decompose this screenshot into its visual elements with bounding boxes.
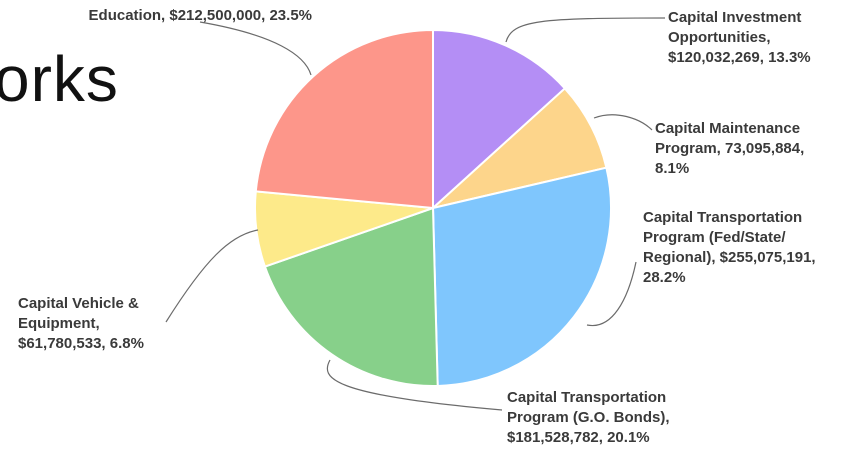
slice-label-1: Capital Investment Opportunities, $120,032… [668, 9, 811, 66]
slice-label-line: $181,528,782, 20.1% [507, 429, 650, 446]
slice-label-line: $61,780,533, 6.8% [18, 335, 144, 352]
slice-label-line: Education, $212,500,000, 23.5% [89, 7, 312, 24]
slice-label-line: Capital Investment [668, 9, 801, 26]
slice-label-line: Capital Transportation [507, 389, 666, 406]
slide-title-fragment: orks [0, 43, 119, 115]
slice-label-6: Education, $212,500,000, 23.5% [89, 7, 312, 24]
pie-slice-2 [429, 87, 608, 210]
pie-slice-1 [432, 28, 567, 211]
leader-line-3 [586, 261, 637, 327]
slice-label-line: 28.2% [643, 269, 686, 286]
leader-line-2 [593, 114, 653, 131]
slice-label-line: Program (G.O. Bonds), [507, 409, 670, 426]
slice-label-line: $120,032,269, 13.3% [668, 49, 811, 66]
slice-label-line: Capital Transportation [643, 209, 802, 226]
slice-label-4: Capital Transportation Program (G.O. Bond… [507, 389, 670, 446]
pie-slice-6 [254, 28, 434, 210]
slice-label-line: Program (Fed/State/ [643, 229, 786, 246]
leader-line-1 [505, 17, 666, 43]
slice-label-line: Capital Maintenance [655, 120, 800, 137]
slice-label-line: 8.1% [655, 160, 689, 177]
slice-label-line: Program, 73,095,884, [655, 140, 804, 157]
slice-label-line: Regional), $255,075,191, [643, 249, 816, 266]
leader-line-5 [165, 229, 259, 323]
leader-line-4 [326, 359, 503, 411]
slice-label-2: Capital Maintenance Program, 73,095,884, 8… [655, 120, 804, 177]
leader-line-6 [199, 21, 312, 76]
slice-label-5: Capital Vehicle & Equipment, $61,780,533, … [18, 295, 144, 352]
pie-slice-3 [431, 166, 612, 387]
slice-label-line: Equipment, [18, 315, 100, 332]
slice-label-line: Opportunities, [668, 29, 771, 46]
slice-label-3: Capital Transportation Program (Fed/State… [643, 209, 816, 286]
slice-label-line: Capital Vehicle & [18, 295, 139, 312]
